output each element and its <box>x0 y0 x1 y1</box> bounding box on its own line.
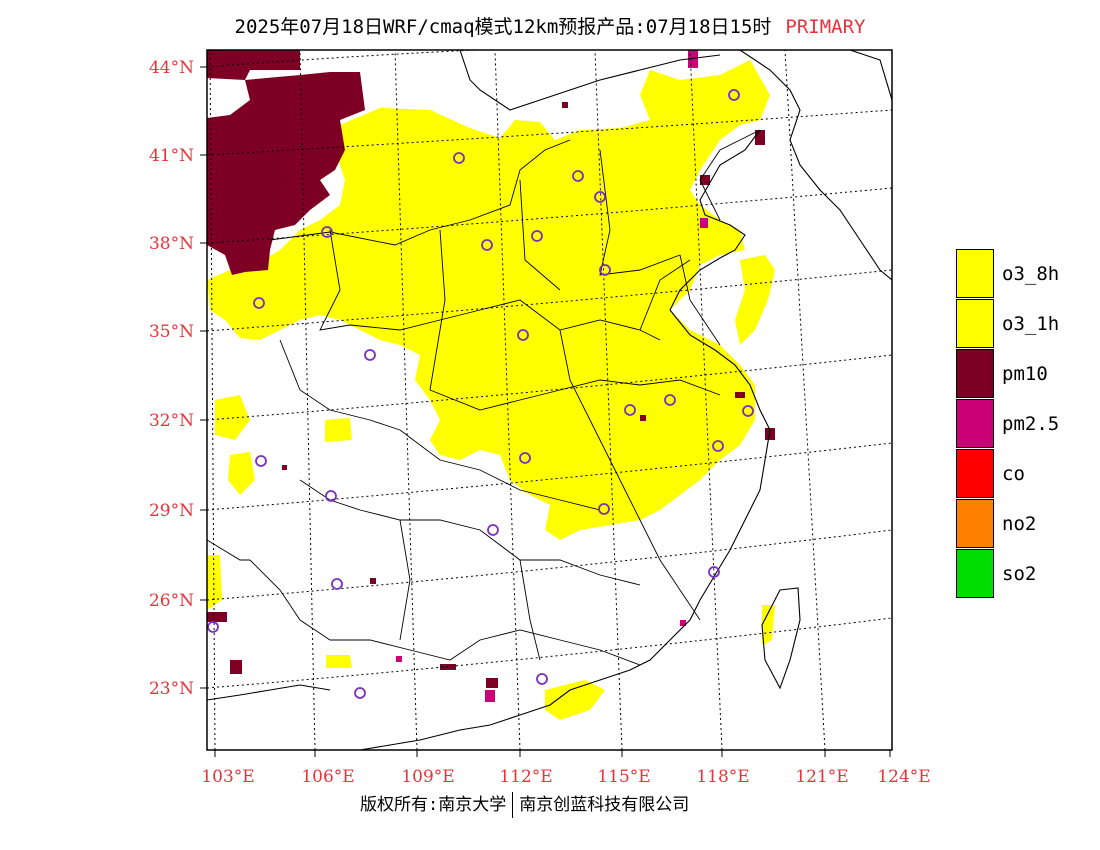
legend-label: pm10 <box>1002 363 1048 385</box>
legend-swatch <box>956 249 994 298</box>
o3-region-north <box>207 60 770 540</box>
lat-label-23: 23°N <box>149 679 194 699</box>
lon-label-112: 112°E <box>499 767 552 787</box>
lon-label-124: 124°E <box>877 767 930 787</box>
legend-label: so2 <box>1002 563 1037 585</box>
o3-region-taiwan <box>762 605 775 645</box>
lon-label-103: 103°E <box>201 767 254 787</box>
lat-label-44: 44°N <box>149 58 194 78</box>
coastline <box>207 50 892 750</box>
legend-label: no2 <box>1002 513 1037 535</box>
lat-label-29: 29°N <box>149 501 194 521</box>
o3-region-sw2 <box>228 452 255 495</box>
lat-label-35: 35°N <box>149 322 194 342</box>
lon-label-115: 115°E <box>597 767 650 787</box>
province-borders <box>207 129 761 666</box>
lon-label-109: 109°E <box>401 767 454 787</box>
map-frame <box>206 49 893 751</box>
legend-swatch <box>956 499 994 548</box>
o3-region-east <box>735 255 775 345</box>
lon-label-106: 106°E <box>301 767 354 787</box>
legend-label: o3_1h <box>1002 313 1060 335</box>
legend-swatch <box>956 299 994 348</box>
pm10-region-northwest <box>207 50 365 275</box>
o3-region-guangxi <box>326 655 352 668</box>
copyright-owner: 版权所有:南京大学 <box>360 795 507 815</box>
map-plot-area <box>207 50 892 750</box>
chart-title: 2025年07月18日WRF/cmaq模式12km预报产品:07月18日15时 P… <box>0 12 1100 39</box>
legend-swatch <box>956 349 994 398</box>
legend-label: co <box>1002 463 1025 485</box>
legend-label: o3_8h <box>1002 263 1060 285</box>
lat-label-41: 41°N <box>149 146 194 166</box>
lon-ticks <box>214 750 891 757</box>
o3-region-hubei-w <box>325 418 352 442</box>
o3-region-south <box>545 680 605 720</box>
footer-separator <box>512 792 514 818</box>
copyright-company: 南京创蓝科技有限公司 <box>519 795 690 815</box>
lon-label-118: 118°E <box>696 767 749 787</box>
legend-swatch <box>956 399 994 448</box>
legend-swatch <box>956 549 994 598</box>
title-text: 2025年07月18日WRF/cmaq模式12km预报产品:07月18日15时 <box>234 16 772 38</box>
graticule <box>207 50 892 750</box>
lat-label-26: 26°N <box>149 591 194 611</box>
lat-label-38: 38°N <box>149 234 194 254</box>
pm-spots <box>207 102 775 688</box>
legend-label: pm2.5 <box>1002 413 1060 435</box>
lat-ticks <box>200 66 207 689</box>
copyright-footer: 版权所有:南京大学 南京创蓝科技有限公司 <box>360 790 689 818</box>
lon-label-121: 121°E <box>795 767 848 787</box>
pm25-spots <box>396 50 708 702</box>
o3-region-sw3 <box>207 555 222 610</box>
lat-label-32: 32°N <box>149 411 194 431</box>
city-markers <box>207 89 754 699</box>
primary-tag: PRIMARY <box>785 16 866 38</box>
pm10-white-hole <box>207 78 250 118</box>
legend-swatch <box>956 449 994 498</box>
